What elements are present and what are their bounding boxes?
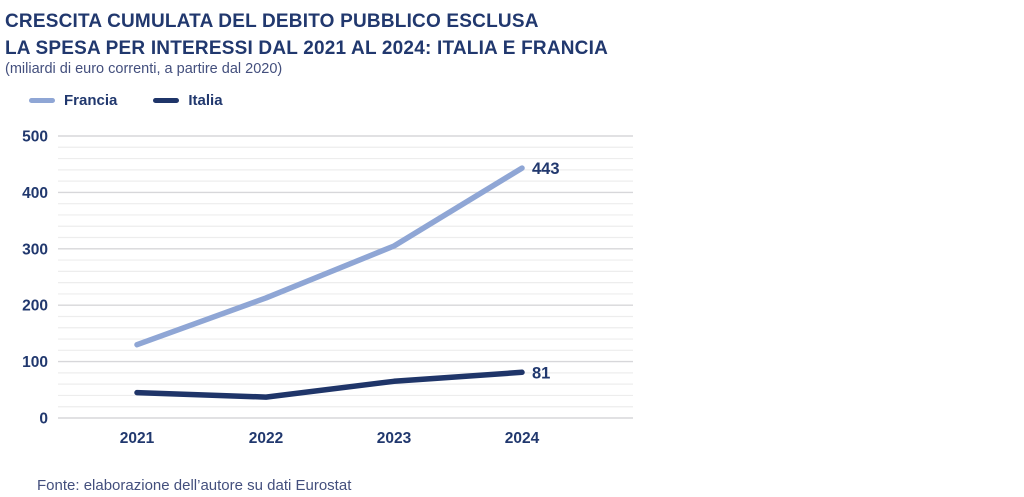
legend-label-italia: Italia xyxy=(188,92,223,109)
y-tick-label: 500 xyxy=(22,129,48,146)
francia-line-swatch xyxy=(29,98,55,103)
series-line-francia xyxy=(134,165,525,348)
y-tick-label: 100 xyxy=(22,354,48,371)
y-tick-label: 400 xyxy=(22,185,48,202)
y-gridlines-major xyxy=(58,135,633,419)
x-tick-label-2022: 2022 xyxy=(249,430,283,447)
line-chart-svg: 0 100 200 300 400 500 2021 2022 2023 2024 443 81 xyxy=(22,129,633,447)
legend-item-francia: Francia xyxy=(29,92,117,109)
chart-legend: Francia Italia xyxy=(29,92,223,109)
italia-line-swatch xyxy=(153,98,180,103)
x-axis-labels: 2021 2022 2023 2024 xyxy=(120,430,540,447)
series-line-italia xyxy=(134,369,525,400)
title-line-2: LA SPESA PER INTERESSI DAL 2021 AL 2024:… xyxy=(5,38,608,59)
x-tick-label-2023: 2023 xyxy=(377,430,412,447)
x-tick-label-2024: 2024 xyxy=(505,430,540,447)
source-note: Fonte: elaborazione dell’autore su dati … xyxy=(37,477,352,494)
x-tick-label-2021: 2021 xyxy=(120,430,155,447)
end-label-francia: 443 xyxy=(532,160,560,178)
end-label-italia: 81 xyxy=(532,364,550,382)
y-tick-label: 0 xyxy=(39,411,48,428)
line-chart: 0 100 200 300 400 500 2021 2022 2023 2024 443 81 xyxy=(0,120,680,460)
page-title: CRESCITA CUMULATA DEL DEBITO PUBBLICO ES… xyxy=(5,8,608,62)
legend-label-francia: Francia xyxy=(64,92,118,109)
y-tick-label: 300 xyxy=(22,241,48,258)
title-line-1: CRESCITA CUMULATA DEL DEBITO PUBBLICO ES… xyxy=(5,11,539,32)
chart-subtitle: (miliardi di euro correnti, a partire da… xyxy=(5,61,283,77)
legend-item-italia: Italia xyxy=(153,92,223,109)
y-tick-label: 200 xyxy=(22,298,48,315)
y-axis-labels: 0 100 200 300 400 500 xyxy=(22,129,48,428)
